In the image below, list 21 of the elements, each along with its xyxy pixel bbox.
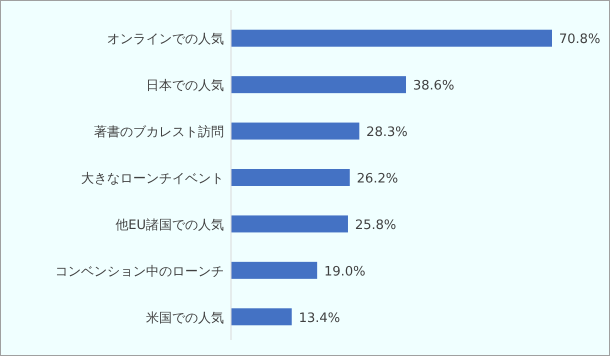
bar	[231, 76, 406, 94]
bar	[231, 215, 348, 232]
y-tick-label: オンラインでの人気	[107, 32, 224, 48]
y-tick-label: 米国での人気	[146, 310, 224, 326]
y-tick-label: コンベンション中のローンチ	[55, 264, 224, 280]
y-tick-label: 他EU諸国での人気	[115, 218, 224, 233]
data-label: 70.8%	[559, 32, 600, 48]
bar	[231, 122, 360, 140]
data-label: 25.8%	[354, 218, 396, 233]
y-tick-label: 日本での人気	[146, 78, 224, 94]
data-label: 38.6%	[413, 78, 454, 94]
y-tick-label: 大きなローンチイベント	[81, 172, 224, 186]
data-label: 19.0%	[324, 264, 366, 280]
data-label: 13.4%	[298, 310, 340, 326]
bar	[231, 169, 350, 186]
bar	[231, 308, 292, 326]
data-label: 28.3%	[366, 125, 408, 140]
bar	[231, 30, 552, 47]
bar	[231, 262, 318, 279]
data-label: 26.2%	[356, 172, 398, 186]
y-tick-label: 著書のブカレスト訪問	[94, 125, 224, 140]
